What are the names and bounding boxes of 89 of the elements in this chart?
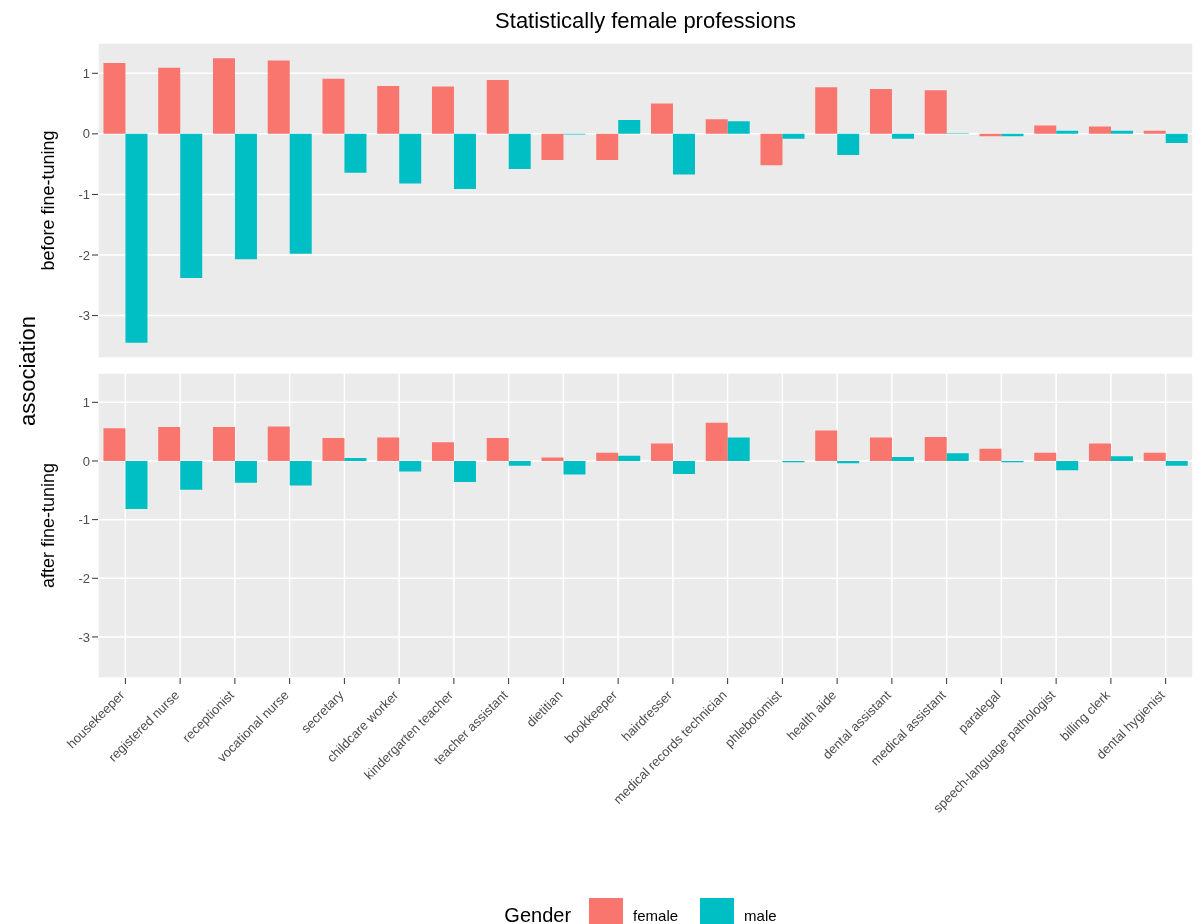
bar	[431, 86, 454, 134]
bar	[650, 443, 673, 461]
bar	[267, 426, 290, 461]
bar	[322, 438, 345, 461]
bar	[180, 133, 203, 279]
bar	[596, 452, 619, 461]
bar	[891, 456, 914, 461]
bar	[650, 103, 673, 134]
bar	[103, 62, 126, 134]
bar	[1034, 125, 1057, 134]
bar	[1165, 460, 1188, 466]
bar	[1056, 460, 1079, 471]
bar	[705, 119, 728, 134]
bar	[289, 133, 312, 254]
bar	[1143, 130, 1166, 134]
bar	[399, 133, 422, 184]
bar	[212, 426, 235, 461]
bar	[672, 133, 695, 175]
bar	[869, 89, 892, 134]
bar	[1143, 452, 1166, 461]
bar	[782, 133, 805, 139]
chart-title: Statistically female professions	[494, 8, 797, 35]
bar	[1165, 133, 1188, 143]
y-tick-label: 1	[82, 65, 90, 81]
y-tick-label: 0	[82, 453, 90, 469]
y-tick-label: -1	[78, 512, 90, 528]
bar	[924, 90, 947, 134]
bar	[486, 438, 509, 461]
bar	[1110, 130, 1133, 134]
bar	[815, 87, 838, 134]
bar	[212, 58, 235, 134]
bar	[760, 133, 783, 166]
bar	[672, 460, 695, 474]
bar	[399, 460, 422, 472]
bar	[453, 133, 476, 189]
text: association	[15, 314, 41, 429]
bar	[453, 460, 476, 483]
bar	[705, 422, 728, 461]
bar	[869, 437, 892, 461]
bar	[322, 78, 345, 134]
legend-label: male	[744, 906, 777, 924]
bar	[1034, 452, 1057, 461]
bar	[618, 119, 641, 134]
bar	[103, 428, 126, 461]
y-tick-label: -3	[78, 308, 90, 324]
bar	[837, 133, 860, 156]
bar	[596, 133, 619, 160]
bar	[946, 453, 969, 461]
bar	[508, 133, 531, 169]
y-axis-title: after fine-tuning	[38, 462, 59, 589]
bar	[541, 133, 564, 160]
bar	[891, 133, 914, 139]
bar	[924, 436, 947, 461]
bar	[158, 426, 181, 461]
bar	[125, 133, 148, 343]
bar	[815, 430, 838, 461]
bar	[618, 455, 641, 461]
bar	[377, 437, 400, 461]
y-tick-label: -1	[78, 187, 90, 203]
y-tick-label: -3	[78, 629, 90, 645]
bar	[1056, 130, 1079, 134]
bar	[431, 442, 454, 461]
y-tick-label: -2	[78, 247, 90, 263]
bar	[267, 60, 290, 134]
bar	[234, 133, 257, 260]
bar	[289, 460, 312, 486]
bar	[979, 448, 1002, 461]
bar	[1110, 456, 1133, 461]
bar	[125, 460, 148, 510]
bar	[508, 460, 531, 466]
bar	[1088, 443, 1111, 461]
y-tick-label: -2	[78, 570, 90, 586]
bar	[1088, 126, 1111, 134]
bar	[486, 79, 509, 134]
bar	[541, 457, 564, 461]
bar	[180, 460, 203, 490]
bar	[727, 121, 750, 134]
bar	[563, 460, 586, 475]
bar	[344, 133, 367, 173]
legend-title: Gender	[504, 903, 572, 924]
bar	[377, 86, 400, 134]
y-tick-label: 0	[82, 126, 90, 142]
bar	[344, 458, 367, 461]
bar	[158, 67, 181, 134]
bar	[234, 460, 257, 483]
y-axis-title: before fine-tuning	[38, 130, 59, 271]
y-tick-label: 1	[82, 394, 90, 410]
legend-label: female	[633, 906, 679, 924]
bar	[727, 437, 750, 461]
